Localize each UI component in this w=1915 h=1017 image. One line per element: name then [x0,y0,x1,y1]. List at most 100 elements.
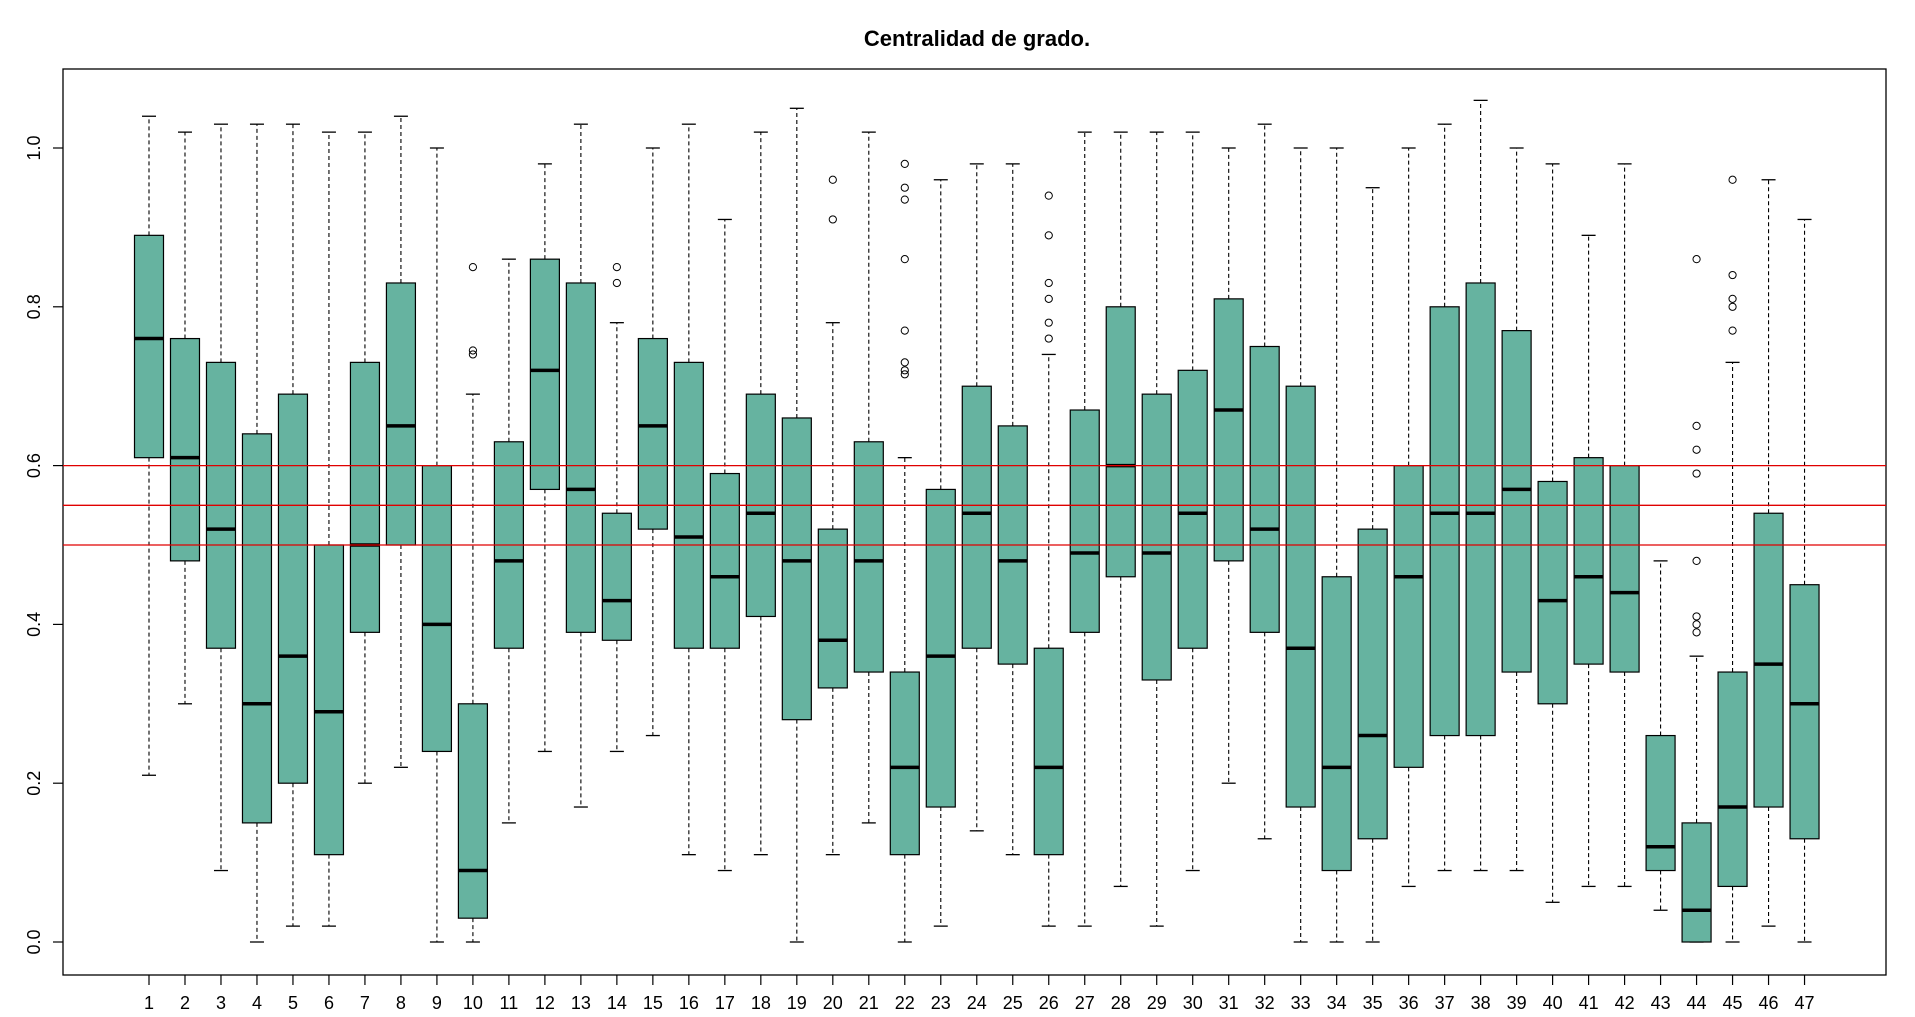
y-tick-label: 0.6 [24,453,44,478]
x-tick-label: 43 [1651,993,1671,1013]
box [925,488,956,808]
x-tick-label: 46 [1759,993,1779,1013]
y-tick-label: 0.2 [24,771,44,796]
outlier-point [900,358,909,367]
box [565,282,596,633]
x-tick-label: 13 [571,993,591,1013]
box [781,417,812,721]
box [889,671,920,856]
outlier-point [468,350,478,359]
x-tick-label: 45 [1723,993,1743,1013]
outlier-point [1728,326,1737,335]
x-tick-label: 2 [180,993,190,1013]
x-tick-label: 26 [1039,993,1059,1013]
x-tick-label: 25 [1003,993,1023,1013]
box [313,544,345,856]
outlier-point [828,175,837,184]
x-tick-label: 10 [463,993,483,1013]
x-tick-label: 3 [216,993,226,1013]
outlier-point [900,366,909,375]
x-tick-label: 4 [252,993,262,1013]
box [169,337,201,562]
outlier-point [1692,628,1701,637]
box [1141,393,1172,681]
box [817,528,848,689]
box [241,433,273,824]
box [1753,512,1784,808]
outlier-point [900,159,909,168]
y-tick-label: 1.0 [24,135,44,160]
outlier-point [1044,231,1053,240]
box [1357,528,1388,840]
outlier-point [900,195,909,204]
x-tick-label: 35 [1363,993,1383,1013]
outlier-point [1692,445,1701,454]
x-tick-label: 16 [679,993,699,1013]
x-tick-label: 41 [1579,993,1599,1013]
outlier-point [900,326,909,335]
x-tick-label: 23 [931,993,951,1013]
x-tick-label: 15 [643,993,663,1013]
y-tick-label: 0.4 [24,612,44,637]
outlier-point [612,278,621,288]
box [1645,734,1676,872]
x-tick-label: 39 [1507,993,1527,1013]
outlier-point [1044,334,1053,343]
box [1321,576,1352,872]
box [457,703,489,919]
x-tick-label: 5 [288,993,298,1013]
x-tick-label: 18 [751,993,771,1013]
box [1501,330,1532,673]
x-tick-label: 38 [1471,993,1491,1013]
x-tick-label: 8 [396,993,406,1013]
outlier-point [1044,294,1053,303]
box [853,441,884,673]
box [601,512,632,641]
outlier-point [1044,278,1053,288]
x-tick-label: 12 [535,993,555,1013]
x-tick-label: 31 [1219,993,1239,1013]
x-tick-label: 32 [1255,993,1275,1013]
x-tick-label: 20 [823,993,843,1013]
chart-title: Centralidad de grado. [864,26,1090,51]
box [1177,369,1208,649]
box [529,258,560,491]
box [1789,584,1820,840]
outlier-point [900,370,909,379]
x-tick-label: 30 [1183,993,1203,1013]
box [1105,306,1136,578]
outlier-point [1044,191,1053,200]
box [1573,457,1604,665]
outlier-point [1728,294,1737,303]
x-tick-label: 21 [859,993,879,1013]
x-tick-label: 40 [1543,993,1563,1013]
outlier-point [900,255,909,264]
x-tick-label: 7 [360,993,370,1013]
box [349,361,381,633]
x-tick-label: 29 [1147,993,1167,1013]
box [133,234,165,459]
outlier-point [1728,302,1737,311]
outlier-point [468,346,478,355]
box [1393,465,1424,768]
x-tick-label: 22 [895,993,915,1013]
x-tick-label: 9 [432,993,442,1013]
plot-area: 0.00.20.40.60.81.01 2 3 4 5 6 7 8 9 10 11 12 13 14 15 1… [24,68,1887,1013]
outlier-point [1692,612,1701,621]
y-tick-label: 0.0 [24,929,44,954]
box [1609,465,1640,673]
box [421,465,453,753]
box [1681,822,1712,943]
box [637,337,668,530]
outlier-point [1692,556,1701,565]
x-tick-label: 28 [1111,993,1131,1013]
outlier-point [1692,421,1701,430]
box [1069,409,1100,633]
box [961,385,992,649]
box [1285,385,1316,808]
x-tick-label: 6 [324,993,334,1013]
x-tick-label: 34 [1327,993,1347,1013]
outlier-point [1728,175,1737,184]
outlier-point [1692,255,1701,264]
